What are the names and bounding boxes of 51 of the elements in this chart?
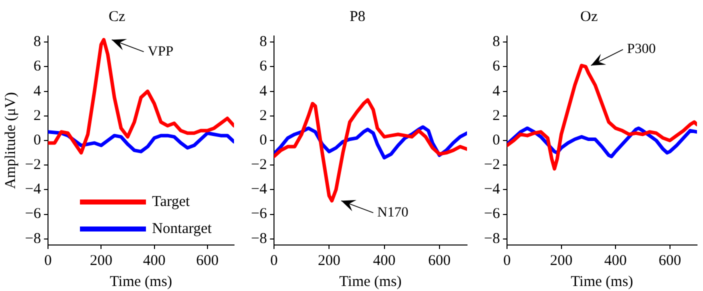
x-tick-label: 0 (270, 252, 278, 269)
annotation: P300 (626, 42, 656, 58)
legend-label: Nontarget (152, 220, 212, 237)
x-tick-label: 0 (503, 252, 511, 269)
x-tick-label: 400 (143, 252, 166, 269)
y-tick-label: −4 (250, 182, 268, 198)
x-tick-label: 400 (373, 252, 396, 269)
y-tick-label: −6 (250, 206, 268, 222)
x-axis-title: Time (ms) (110, 274, 172, 290)
y-tick-label: 2 (259, 108, 267, 124)
x-tick-label: 200 (550, 252, 573, 269)
x-tick-label: 600 (196, 252, 219, 269)
y-tick-label: 6 (33, 58, 42, 75)
y-tick-label: 6 (492, 58, 500, 75)
x-axis-title: Time (ms) (570, 274, 634, 290)
y-tick-label: −8 (484, 230, 500, 247)
y-tick-label: −6 (484, 206, 500, 222)
chart-title: P8 (350, 8, 366, 25)
y-axis-title: Amplitude (μV) (2, 92, 19, 189)
y-tick-label: −4 (484, 182, 500, 198)
y-tick-label: 4 (33, 83, 42, 100)
y-tick-label: −2 (250, 157, 267, 174)
x-axis-title: Time (ms) (339, 274, 402, 290)
y-tick-label: 0 (492, 132, 500, 148)
y-tick-label: 2 (33, 108, 41, 124)
x-tick-label: 400 (604, 252, 627, 269)
y-tick-label: 6 (259, 58, 268, 75)
y-tick-label: −8 (250, 230, 267, 247)
y-tick-label: 8 (259, 34, 267, 50)
y-tick-label: −2 (484, 157, 500, 174)
legend-label: Target (152, 194, 191, 210)
y-tick-label: −4 (24, 182, 42, 198)
y-tick-label: −8 (24, 230, 41, 247)
y-tick-label: 2 (492, 108, 500, 124)
annotation: VPP (148, 44, 174, 60)
y-tick-label: 0 (33, 132, 41, 148)
y-tick-label: 0 (259, 132, 267, 148)
x-tick-label: 600 (428, 252, 451, 269)
x-tick-label: 200 (90, 252, 112, 269)
y-tick-label: 4 (492, 83, 500, 100)
annotation: N170 (377, 205, 408, 220)
y-tick-label: 4 (259, 83, 268, 100)
x-tick-label: 0 (44, 252, 52, 269)
x-tick-label: 200 (318, 252, 340, 269)
y-tick-label: 8 (492, 34, 500, 50)
chart-title: Cz (108, 8, 126, 25)
y-tick-label: 8 (33, 34, 41, 50)
y-tick-label: −2 (24, 157, 41, 174)
y-tick-label: −6 (24, 206, 42, 222)
x-tick-label: 600 (658, 252, 682, 269)
chart-title: Oz (580, 8, 598, 25)
